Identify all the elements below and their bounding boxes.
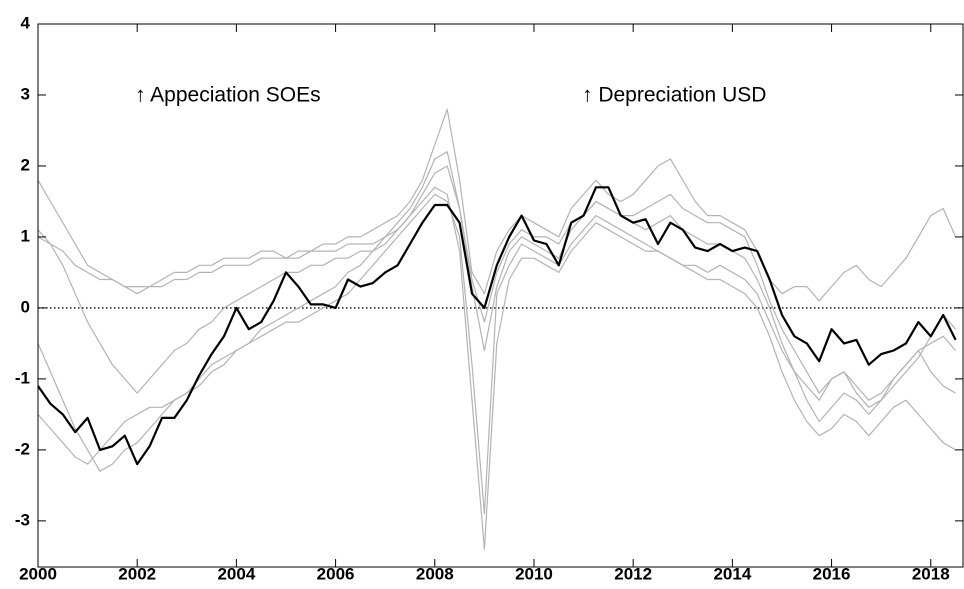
x-tick-label: 2018 [912, 564, 950, 583]
x-tick-label: 2016 [813, 564, 851, 583]
y-tick-label: 1 [21, 226, 30, 245]
y-tick-label: 2 [21, 155, 30, 174]
y-tick-label: 0 [21, 297, 30, 316]
annotation: ↑ Appeciation SOEs [135, 84, 321, 107]
x-tick-label: 2002 [118, 564, 156, 583]
series-line [37, 186, 957, 466]
x-tick-label: 2014 [713, 564, 751, 583]
x-tick-label: 2006 [317, 564, 355, 583]
x-tick-label: 2000 [19, 564, 57, 583]
y-tick-label: -3 [15, 510, 30, 529]
series-line [37, 165, 957, 408]
plot-frame [37, 23, 964, 568]
series-line [37, 193, 956, 515]
y-tick-label: -1 [15, 368, 30, 387]
x-tick-label: 2004 [217, 564, 255, 583]
y-tick-label: 4 [21, 13, 31, 32]
y-tick-label: -2 [15, 439, 30, 458]
series-line [37, 186, 956, 550]
x-tick-label: 2008 [416, 564, 454, 583]
x-tick-label: 2010 [515, 564, 553, 583]
x-tick-label: 2012 [614, 564, 652, 583]
series-line [37, 108, 957, 302]
annotation: ↑ Depreciation USD [582, 84, 766, 107]
y-tick-label: 3 [21, 84, 30, 103]
